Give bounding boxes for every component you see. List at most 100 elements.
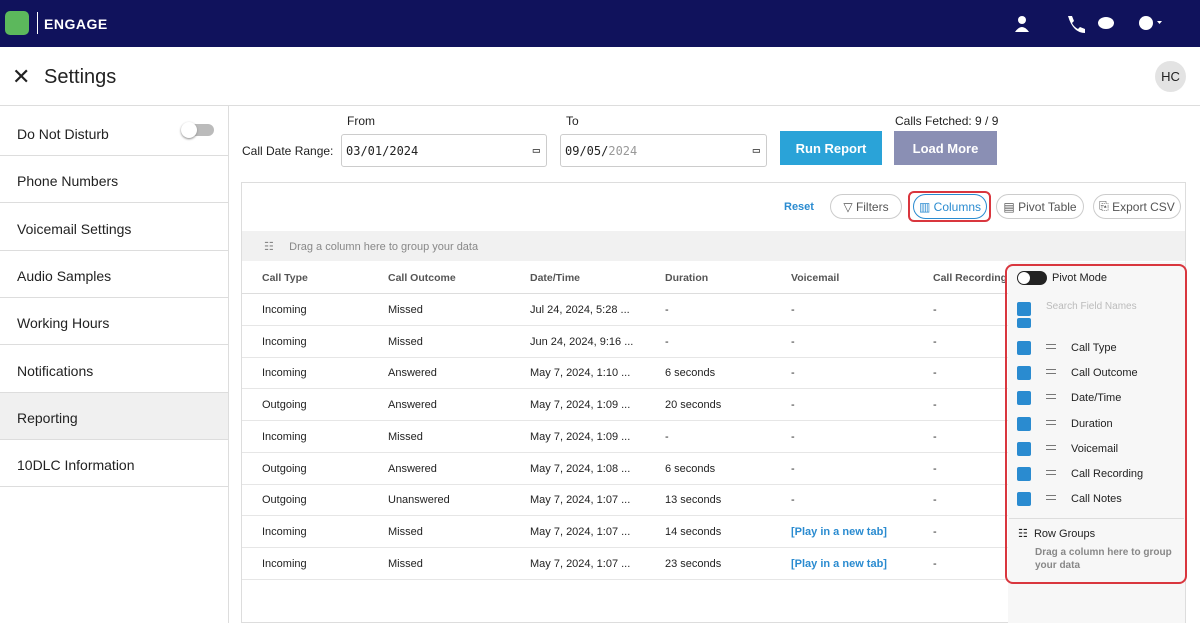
columns-text: Columns bbox=[933, 199, 982, 214]
calls-fetched: Calls Fetched: 9 / 9 bbox=[895, 114, 999, 128]
field-name: Duration bbox=[1071, 417, 1113, 430]
checkbox[interactable] bbox=[1017, 366, 1031, 381]
column-header[interactable]: Duration bbox=[665, 272, 709, 284]
table-cell: May 7, 2024, 1:09 ... bbox=[530, 430, 631, 443]
logo bbox=[5, 11, 29, 35]
table-cell: - bbox=[933, 367, 937, 380]
sidebar-item[interactable]: Reporting bbox=[0, 392, 228, 440]
table-cell: - bbox=[791, 494, 795, 507]
reset-button[interactable]: Reset bbox=[784, 201, 814, 213]
page-title: Settings bbox=[44, 66, 117, 88]
load-more-button[interactable]: Load More bbox=[894, 131, 997, 165]
field-name: Call Type bbox=[1071, 342, 1117, 354]
table-cell: - bbox=[791, 367, 795, 380]
table-cell: Outgoing bbox=[262, 462, 307, 475]
to-input[interactable]: 09/05/2024 ▭ bbox=[560, 134, 767, 167]
row-groups-label: Row Groups bbox=[1033, 528, 1096, 540]
table-cell[interactable]: [Play in a new tab] bbox=[791, 525, 887, 538]
pivot-toggle[interactable] bbox=[1017, 271, 1047, 285]
checkbox[interactable] bbox=[1017, 416, 1031, 431]
divider bbox=[242, 293, 1008, 294]
filters-button[interactable]: ▽ Filters bbox=[830, 194, 902, 219]
table-cell: Incoming bbox=[262, 367, 307, 380]
table-cell: Incoming bbox=[262, 557, 307, 570]
table-cell: Incoming bbox=[262, 335, 307, 348]
checkbox[interactable] bbox=[1017, 341, 1031, 355]
to-year: 2024 bbox=[608, 144, 638, 158]
table-cell: - bbox=[791, 304, 795, 316]
divider bbox=[242, 451, 1008, 453]
drag-handle bbox=[1046, 419, 1056, 425]
column-header[interactable]: Voicemail bbox=[791, 272, 840, 284]
field-name: Call Outcome bbox=[1071, 367, 1138, 380]
column-header[interactable]: Call Outcome bbox=[388, 272, 456, 284]
avatar[interactable]: HC bbox=[1155, 61, 1186, 92]
table-cell: May 7, 2024, 1:07 ... bbox=[530, 494, 631, 507]
export-text: Export CSV bbox=[1112, 199, 1175, 214]
sidebar-item[interactable]: Do Not Disturb bbox=[0, 109, 228, 156]
table-cell: - bbox=[665, 335, 669, 348]
sidebar-item[interactable]: Notifications bbox=[0, 346, 228, 393]
table-cell: - bbox=[933, 399, 937, 412]
table-cell: Missed bbox=[388, 335, 423, 348]
table-cell: 14 seconds bbox=[665, 525, 722, 538]
table-cell: - bbox=[933, 430, 937, 443]
column-header[interactable]: Date/Time bbox=[530, 272, 580, 284]
table-cell: 20 seconds bbox=[665, 399, 722, 412]
table-cell: Missed bbox=[388, 557, 423, 570]
checkbox[interactable] bbox=[1017, 318, 1031, 328]
select-all[interactable] bbox=[1017, 302, 1031, 316]
column-header[interactable]: Call Type bbox=[262, 272, 308, 284]
sidebar-item[interactable]: Voicemail Settings bbox=[0, 204, 228, 251]
highlight bbox=[908, 191, 991, 222]
row-groups-hint: Drag a column here to group your data bbox=[1035, 547, 1172, 571]
table-cell: - bbox=[933, 304, 937, 316]
table-cell: Incoming bbox=[262, 304, 307, 316]
divider bbox=[242, 546, 1008, 548]
filters-text: Filters bbox=[855, 199, 889, 214]
table-cell: May 7, 2024, 1:09 ... bbox=[530, 399, 631, 412]
table-cell: Answered bbox=[388, 462, 437, 475]
group-hint: Drag a column here to group your data bbox=[289, 241, 479, 253]
sidebar-item[interactable]: Audio Samples bbox=[0, 251, 228, 298]
field-name: Call Recording bbox=[1071, 468, 1144, 480]
columns-button[interactable]: ▥ Columns bbox=[913, 194, 987, 219]
dnd-toggle[interactable] bbox=[181, 122, 214, 138]
table-cell: - bbox=[933, 525, 937, 538]
search-input[interactable]: Search Field Names bbox=[1046, 301, 1137, 312]
table-cell: 23 seconds bbox=[665, 557, 722, 570]
field-name: Voicemail bbox=[1071, 442, 1119, 455]
checkbox[interactable] bbox=[1017, 492, 1031, 507]
table-cell: Unanswered bbox=[388, 494, 450, 507]
run-report-button[interactable]: Run Report bbox=[780, 131, 882, 165]
sidebar-item[interactable]: Working Hours bbox=[0, 298, 228, 346]
table-cell: 13 seconds bbox=[665, 494, 722, 507]
pivot-mode-label: Pivot Mode bbox=[1052, 272, 1108, 284]
table-cell: Missed bbox=[388, 430, 423, 443]
checkbox[interactable] bbox=[1017, 391, 1031, 406]
export-button[interactable]: ⎘ Export CSV bbox=[1093, 194, 1181, 219]
from-value: 03/01/2024 bbox=[346, 144, 419, 158]
table-cell[interactable]: [Play in a new tab] bbox=[791, 557, 887, 570]
divider bbox=[242, 483, 1008, 485]
drag-handle bbox=[1046, 470, 1056, 475]
table-cell: - bbox=[791, 399, 795, 412]
sidebar-item[interactable]: Phone Numbers bbox=[0, 156, 228, 204]
table-cell: 6 seconds bbox=[665, 462, 716, 475]
checkbox[interactable] bbox=[1017, 441, 1031, 456]
checkbox[interactable] bbox=[1017, 467, 1031, 481]
from-input[interactable]: 03/01/2024 ▭ bbox=[341, 134, 547, 167]
table-cell: May 7, 2024, 1:10 ... bbox=[530, 367, 631, 380]
sidebar-item[interactable]: 10DLC Information bbox=[0, 440, 228, 488]
table-cell: - bbox=[933, 494, 937, 507]
close-button[interactable]: ✕ bbox=[12, 64, 31, 89]
top-icons[interactable] bbox=[1014, 13, 1169, 35]
drag-handle bbox=[1046, 495, 1056, 501]
drag-handle bbox=[1046, 369, 1056, 375]
pivot-table-button[interactable]: ▤ Pivot Table bbox=[996, 194, 1084, 219]
column-header[interactable]: Call Recording bbox=[933, 272, 1008, 284]
divider bbox=[242, 515, 1008, 517]
table-cell: - bbox=[665, 304, 669, 316]
columns-panel bbox=[1008, 262, 1185, 623]
